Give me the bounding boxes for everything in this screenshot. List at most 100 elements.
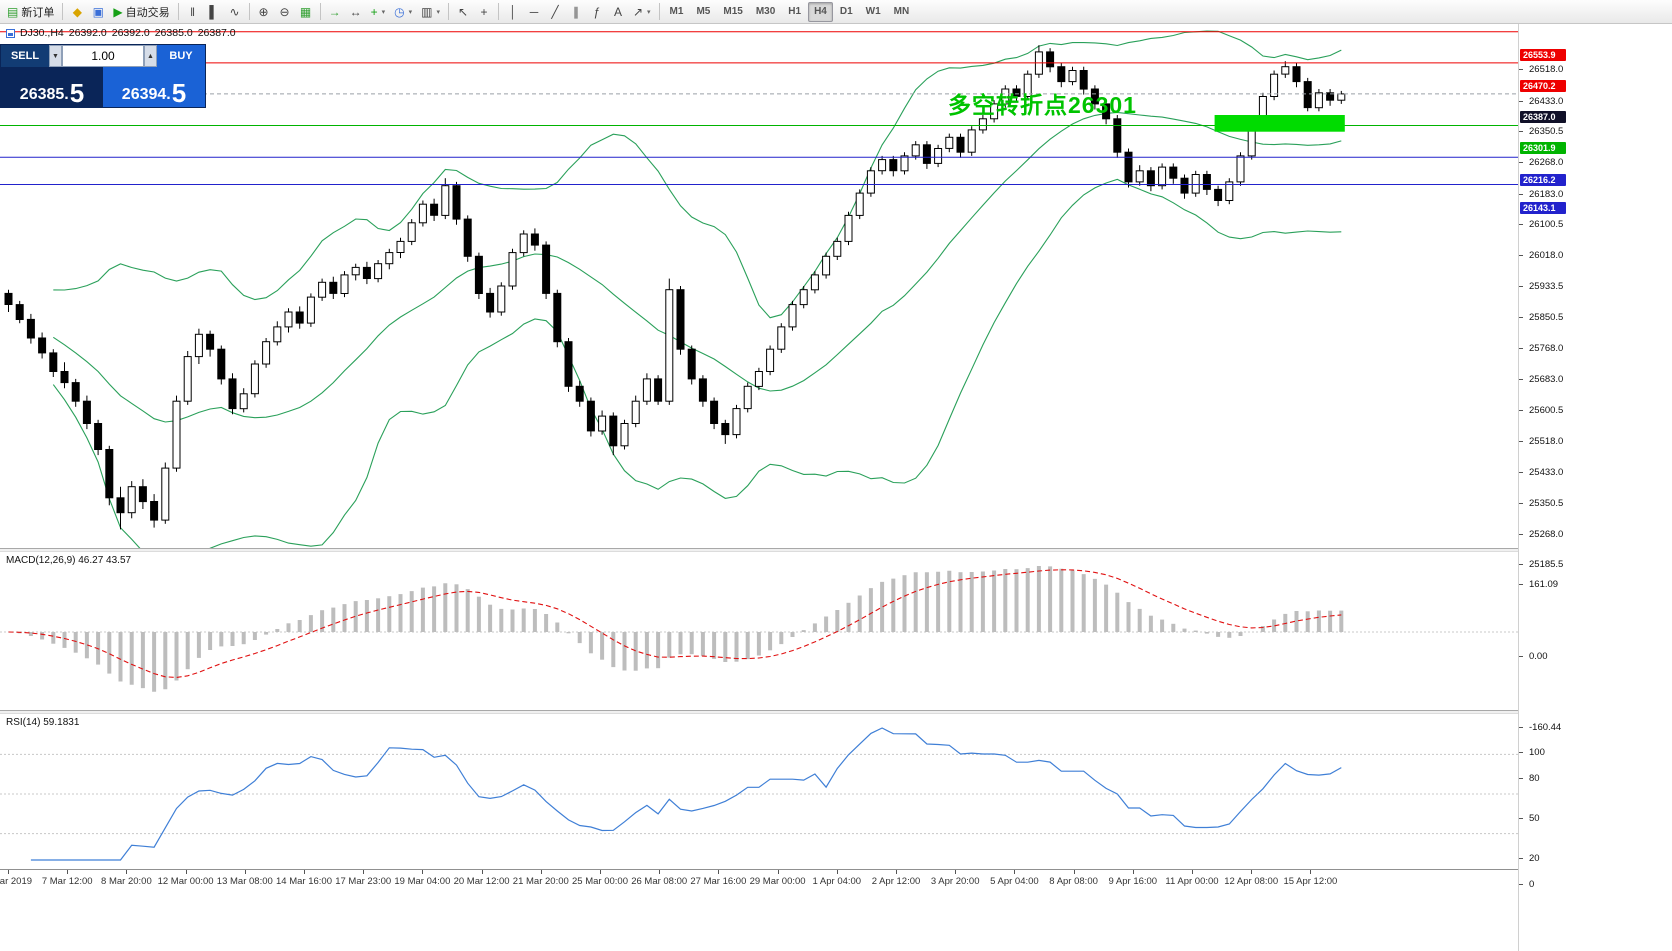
macd-panel[interactable]: MACD(12,26,9) 46.27 43.57 (0, 552, 1518, 710)
time-tick (1014, 870, 1016, 874)
sell-price-main: 26385. (19, 86, 69, 103)
trendline-button[interactable]: ╱ (545, 2, 565, 22)
main-chart[interactable]: DJ30.,H4 26392.0 26392.0 26385.0 26387.0… (0, 24, 1518, 548)
toolbar-separator (319, 3, 321, 20)
horizontal-line-button[interactable]: ─ (524, 2, 544, 22)
vertical-line-button[interactable]: │ (503, 2, 523, 22)
auto-trading-icon: ▶ (113, 4, 123, 19)
chart-shift-button[interactable]: ↔ (346, 2, 366, 22)
timeframe-mn[interactable]: MN (888, 2, 916, 22)
time-tick (1132, 870, 1134, 874)
highlight-rectangle (1214, 115, 1345, 132)
price-tag-26470.2[interactable]: 26470.2 (1520, 79, 1566, 92)
price-tag-26387.0[interactable]: 26387.0 (1520, 110, 1566, 123)
axis-tick-mark (1519, 224, 1523, 226)
sell-price[interactable]: 26385. 5 (1, 67, 103, 107)
buy-price[interactable]: 26394. 5 (103, 67, 205, 107)
new-order-button[interactable]: ▤ 新订单 (3, 2, 58, 22)
timeframe-m30[interactable]: M30 (750, 2, 781, 22)
rsi-axis-label: 100 (1529, 747, 1545, 758)
time-axis-label: 29 Mar 00:00 (749, 876, 806, 887)
volume-increase-button[interactable]: ▲ (144, 45, 157, 67)
time-axis-label: 6 Mar 2019 (0, 876, 33, 887)
macd-canvas (0, 566, 1518, 692)
axis-tick-mark (1519, 472, 1523, 474)
time-axis-label: 20 Mar 12:00 (453, 876, 510, 887)
candlestick-chart-button[interactable]: ▌ (204, 2, 224, 22)
time-tick (777, 870, 779, 874)
text-button[interactable]: A (608, 2, 628, 22)
price-tag-26301.9[interactable]: 26301.9 (1520, 142, 1566, 155)
buy-button[interactable]: BUY (157, 45, 205, 67)
time-axis-label: 3 Apr 20:00 (930, 876, 980, 887)
time-axis-label: 26 Mar 08:00 (631, 876, 688, 887)
timeframe-h4[interactable]: H4 (808, 1, 833, 22)
volume-input[interactable] (62, 45, 144, 67)
bar-chart-button[interactable]: ‖ (183, 2, 203, 22)
periods-icon: ◷ (394, 4, 405, 19)
price-tag-26143.1[interactable]: 26143.1 (1520, 201, 1566, 214)
macd-histogram (17, 566, 1344, 692)
time-axis[interactable]: 6 Mar 2019 7 Mar 12:00 8 Mar 20:00 12 Mar 0… (0, 869, 1518, 891)
auto-scroll-button[interactable]: → (325, 2, 345, 22)
time-axis-label: 17 Mar 23:00 (335, 876, 392, 887)
zoom-out-button[interactable]: ⊖ (275, 2, 295, 22)
close-value: 26387.0 (197, 27, 236, 39)
price-axis[interactable]: 26518.0 26433.0 26350.5 26268.0 26183.0 26100… (1518, 24, 1672, 951)
axis-tick-mark (1519, 286, 1523, 288)
periods-button[interactable]: ◷ ▾ (390, 2, 416, 22)
time-tick (481, 870, 483, 874)
dropdown-caret-icon: ▾ (647, 8, 651, 16)
line-chart-button[interactable]: ∿ (225, 2, 245, 22)
price-axis-label: 26018.0 (1529, 249, 1564, 261)
price-axis-label: 25850.5 (1529, 312, 1564, 324)
axis-tick-mark (1519, 379, 1523, 381)
auto-trading-button[interactable]: ▶ 自动交易 (109, 2, 173, 22)
rsi-panel[interactable]: RSI(14) 59.1831 (0, 714, 1518, 869)
price-tag-26553.9[interactable]: 26553.9 (1520, 48, 1566, 61)
terminal-icon: ▣ (92, 4, 105, 19)
tile-windows-button[interactable]: ▦ (296, 2, 316, 22)
arrows-button[interactable]: ↗ ▾ (629, 2, 655, 22)
time-tick (422, 870, 424, 874)
fibonacci-button[interactable]: ƒ (587, 2, 607, 22)
sell-button[interactable]: SELL (1, 45, 49, 67)
volume-decrease-button[interactable]: ▼ (49, 45, 62, 67)
toolbar: ▤ 新订单 ◆ ▣ ▶ 自动交易 ‖ ▌ ∿ ⊕ ⊖ ▦ → ↔ + ▾ ◷ ▾ ▥ ▾ ↖ + │ ─ ╱ ∥ ƒ A ↗ ▾ M1 M5 M… (0, 0, 1672, 24)
templates-button[interactable]: ▥ ▾ (417, 2, 444, 22)
zoom-in-icon: ⊕ (258, 4, 269, 19)
timeframe-m15[interactable]: M15 (717, 2, 748, 22)
timeframe-w1[interactable]: W1 (860, 2, 887, 22)
time-axis-label: 15 Apr 12:00 (1283, 876, 1338, 887)
timeframe-h1[interactable]: H1 (782, 2, 807, 22)
time-tick (955, 870, 957, 874)
cursor-button[interactable]: ↖ (453, 2, 473, 22)
axis-tick-mark (1519, 584, 1523, 585)
chart-window: DJ30.,H4 26392.0 26392.0 26385.0 26387.0… (0, 24, 1672, 951)
price-tag-26216.2[interactable]: 26216.2 (1520, 174, 1566, 187)
auto-trading-button-label: 自动交易 (125, 6, 170, 19)
timeframe-m5-label: M5 (696, 6, 711, 17)
indicators-button[interactable]: + ▾ (367, 2, 390, 22)
terminal-button[interactable]: ▣ (88, 2, 108, 22)
metaeditor-button[interactable]: ◆ (67, 2, 87, 22)
new-order-icon: ▤ (7, 4, 19, 19)
timeframe-m30-label: M30 (755, 6, 776, 17)
low-value: 26385.0 (154, 27, 193, 39)
time-tick (363, 870, 365, 874)
bollinger-middle-band (52, 111, 1342, 423)
crosshair-button[interactable]: + (474, 2, 494, 22)
time-axis-label: 14 Mar 16:00 (276, 876, 332, 887)
time-tick (1073, 870, 1075, 874)
zoom-in-button[interactable]: ⊕ (254, 2, 274, 22)
macd-signal-line (8, 569, 1342, 679)
price-axis-label: 25185.5 (1529, 559, 1564, 571)
time-tick (126, 870, 128, 874)
annotation-text: 多空转折点26301 (948, 92, 1137, 118)
timeframe-m5[interactable]: M5 (690, 2, 716, 22)
timeframe-m1[interactable]: M1 (664, 2, 690, 22)
timeframe-d1[interactable]: D1 (834, 2, 859, 22)
panel-splitter[interactable] (0, 548, 1518, 552)
panel-splitter-2[interactable] (0, 710, 1518, 714)
channel-button[interactable]: ∥ (566, 2, 586, 22)
